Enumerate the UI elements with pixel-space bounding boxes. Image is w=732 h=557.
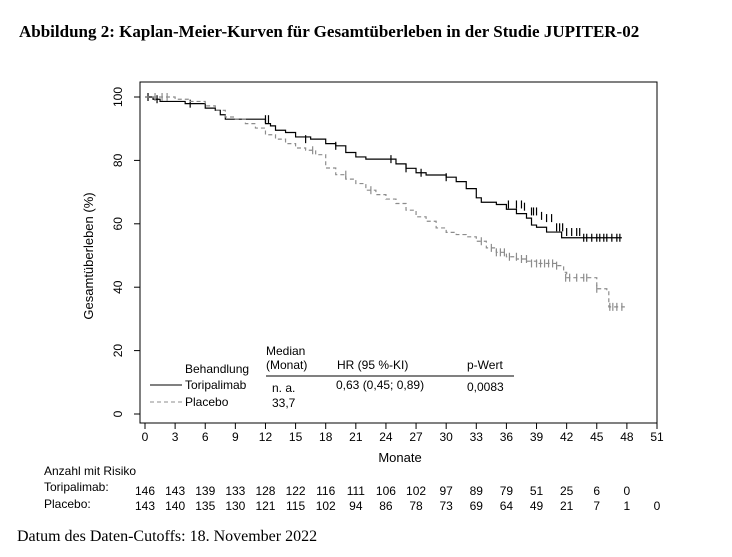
legend-header-median-1: Median bbox=[266, 344, 305, 358]
risk-value: 6 bbox=[593, 484, 600, 498]
data-cutoff-note: Datum des Daten-Cutoffs: 18. November 20… bbox=[17, 528, 318, 545]
risk-value: 21 bbox=[560, 499, 574, 513]
risk-label-toripalimab: Toripalimab: bbox=[44, 480, 109, 494]
risk-value: 51 bbox=[530, 484, 544, 498]
curves bbox=[145, 93, 625, 311]
y-tick-label: 20 bbox=[111, 344, 125, 358]
y-tick-label: 40 bbox=[111, 280, 125, 294]
risk-value: 69 bbox=[470, 499, 484, 513]
x-tick-label: 12 bbox=[259, 430, 273, 444]
legend-label-placebo: Placebo bbox=[185, 395, 229, 409]
x-tick-label: 3 bbox=[172, 430, 179, 444]
risk-value: 122 bbox=[286, 484, 306, 498]
legend-median-placebo: 33,7 bbox=[272, 396, 296, 410]
risk-value: 49 bbox=[530, 499, 544, 513]
risk-value: 64 bbox=[500, 499, 514, 513]
y-axis: 0 20 40 60 80 100 bbox=[111, 87, 140, 417]
x-tick-label: 27 bbox=[409, 430, 423, 444]
y-tick-label: 60 bbox=[111, 217, 125, 231]
risk-value: 97 bbox=[439, 484, 453, 498]
risk-value: 111 bbox=[347, 484, 366, 498]
legend-header-median-2: (Monat) bbox=[266, 358, 307, 372]
risk-value: 1 bbox=[624, 499, 631, 513]
x-axis: 0 3 6 9 12 15 18 21 24 27 30 33 36 39 42 45 48 51 bbox=[142, 423, 664, 444]
legend-header-treatment: Behandlung bbox=[185, 362, 249, 376]
legend-label-toripalimab: Toripalimab bbox=[185, 378, 247, 392]
x-tick-label: 30 bbox=[439, 430, 453, 444]
x-tick-label: 39 bbox=[530, 430, 544, 444]
risk-value: 25 bbox=[560, 484, 574, 498]
risk-value: 139 bbox=[195, 484, 215, 498]
risk-value: 130 bbox=[225, 499, 245, 513]
x-tick-label: 45 bbox=[590, 430, 604, 444]
x-tick-label: 15 bbox=[289, 430, 303, 444]
risk-value: 116 bbox=[316, 484, 335, 498]
legend-header-hr: HR (95 %-KI) bbox=[337, 358, 408, 372]
risk-value: 133 bbox=[225, 484, 245, 498]
y-tick-label: 100 bbox=[111, 87, 125, 107]
x-tick-label: 42 bbox=[560, 430, 574, 444]
legend-p-toripalimab: 0,0083 bbox=[467, 380, 504, 394]
x-tick-label: 6 bbox=[202, 430, 209, 444]
y-tick-label: 80 bbox=[111, 153, 125, 167]
x-tick-label: 0 bbox=[142, 430, 149, 444]
risk-value: 143 bbox=[135, 499, 155, 513]
x-tick-label: 24 bbox=[379, 430, 393, 444]
risk-value: 102 bbox=[406, 484, 426, 498]
y-axis-label: Gesamtüberleben (%) bbox=[81, 192, 96, 319]
risk-value: 106 bbox=[376, 484, 396, 498]
risk-value: 7 bbox=[593, 499, 600, 513]
figure-title: Abbildung 2: Kaplan-Meier-Kurven für Ges… bbox=[19, 22, 640, 41]
risk-value: 78 bbox=[409, 499, 423, 513]
risk-value: 79 bbox=[500, 484, 514, 498]
risk-label-placebo: Placebo: bbox=[44, 497, 91, 511]
risk-value: 89 bbox=[470, 484, 484, 498]
x-tick-label: 51 bbox=[650, 430, 664, 444]
y-tick-label: 0 bbox=[111, 410, 125, 417]
risk-value: 0 bbox=[654, 499, 661, 513]
curve-placebo bbox=[145, 96, 625, 308]
risk-value: 121 bbox=[255, 499, 275, 513]
plot-frame bbox=[139, 81, 658, 424]
risk-value: 102 bbox=[316, 499, 336, 513]
risk-value: 128 bbox=[255, 484, 275, 498]
risk-value: 73 bbox=[439, 499, 453, 513]
x-tick-label: 21 bbox=[349, 430, 363, 444]
risk-table-header: Anzahl mit Risiko bbox=[44, 464, 136, 478]
x-tick-label: 36 bbox=[500, 430, 514, 444]
legend-median-toripalimab: n. a. bbox=[272, 381, 295, 395]
x-tick-label: 9 bbox=[232, 430, 239, 444]
legend-header-p: p-Wert bbox=[467, 358, 503, 372]
x-tick-label: 33 bbox=[470, 430, 484, 444]
risk-value: 146 bbox=[135, 484, 155, 498]
risk-value: 94 bbox=[349, 499, 363, 513]
risk-value: 0 bbox=[624, 484, 631, 498]
x-tick-label: 18 bbox=[319, 430, 333, 444]
risk-value: 115 bbox=[286, 499, 305, 513]
risk-value: 135 bbox=[195, 499, 215, 513]
curve-toripalimab bbox=[145, 96, 622, 239]
risk-table: Anzahl mit Risiko Toripalimab: Placebo: … bbox=[44, 464, 661, 513]
legend-hr-toripalimab: 0,63 (0,45; 0,89) bbox=[336, 378, 424, 392]
x-axis-label: Monate bbox=[378, 450, 421, 465]
legend: Behandlung Median (Monat) HR (95 %-KI) p… bbox=[150, 344, 514, 410]
risk-value: 140 bbox=[165, 499, 185, 513]
risk-value: 143 bbox=[165, 484, 185, 498]
risk-value: 86 bbox=[379, 499, 393, 513]
x-tick-label: 48 bbox=[620, 430, 634, 444]
